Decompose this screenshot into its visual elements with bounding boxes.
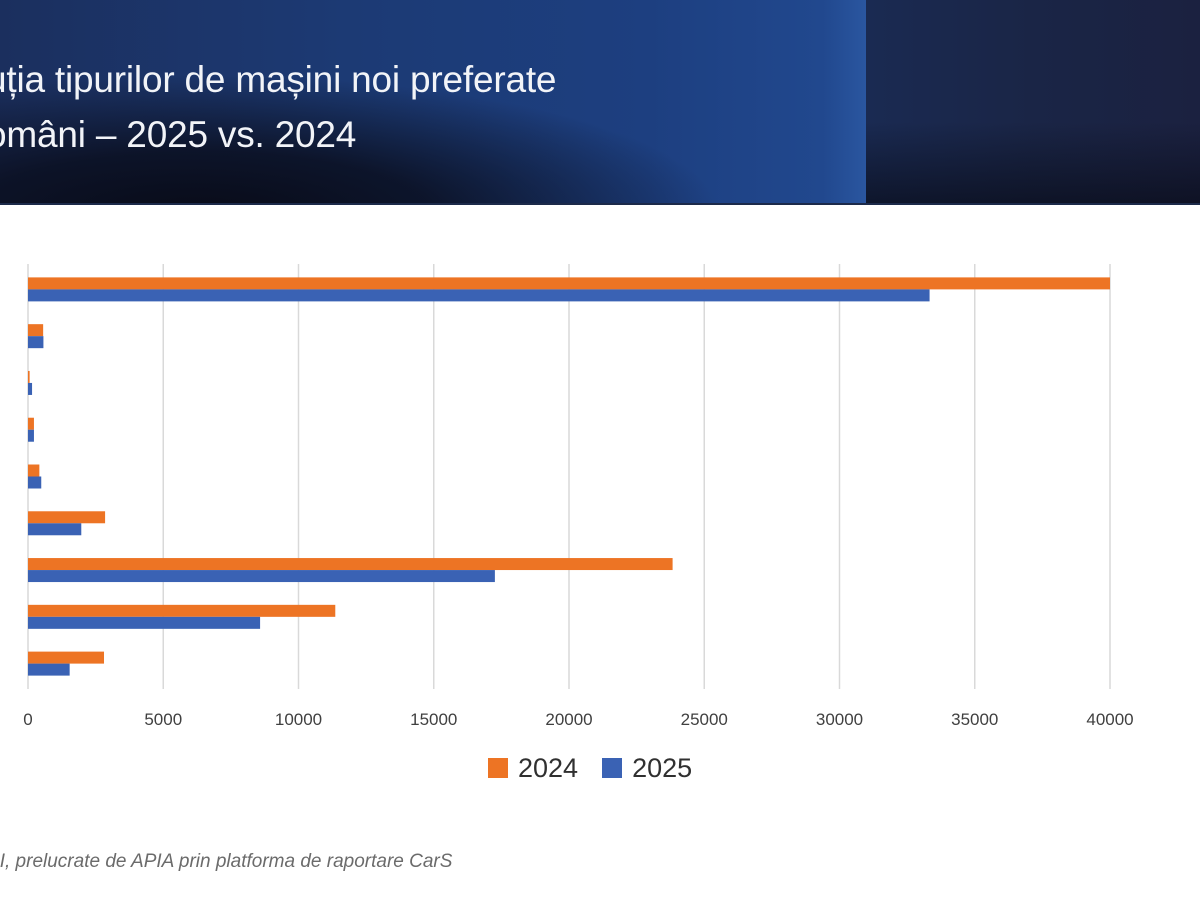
category-group-6: 2024: 28502025: 1970 bbox=[28, 511, 106, 536]
bar-2025-category-8[interactable]: 2025: 8580 bbox=[28, 616, 261, 629]
bar-2025-category-9[interactable]: 2025: 1540 bbox=[28, 663, 70, 676]
category-group-1: 2024: 400002025: 33330 bbox=[28, 277, 1110, 302]
x-tick-label: 25000 bbox=[681, 710, 728, 729]
legend-swatch-2024 bbox=[488, 758, 508, 778]
bar-2024-category-1[interactable]: 2024: 40000 bbox=[28, 277, 1110, 290]
title-line-2: omâni – 2025 vs. 2024 bbox=[0, 114, 357, 155]
bar-2025-category-3[interactable]: 2025: 150 bbox=[28, 382, 33, 395]
category-group-7: 2024: 238302025: 17260 bbox=[28, 558, 673, 583]
category-group-8: 2024: 113602025: 8580 bbox=[28, 604, 336, 629]
category-group-9: 2024: 28102025: 1540 bbox=[28, 651, 105, 676]
bar-2024-category-9[interactable]: 2024: 2810 bbox=[28, 651, 105, 664]
x-tick-label: 35000 bbox=[951, 710, 998, 729]
x-tick-label: 0 bbox=[23, 710, 32, 729]
category-group-2: 2024: 5602025: 570 bbox=[28, 324, 44, 349]
header-banner: uția tipurilor de mașini noi preferate o… bbox=[0, 0, 1200, 205]
header-background-left bbox=[0, 0, 866, 203]
bar-2025-category-6[interactable]: 2025: 1970 bbox=[28, 523, 82, 536]
legend-item-2025[interactable]: 2025 bbox=[602, 753, 692, 784]
x-axis-ticks: 0 5000 10000 15000 20000 25000 30000 35000 40000 bbox=[23, 710, 1133, 729]
title-line-1: uția tipurilor de mașini noi preferate bbox=[0, 59, 557, 100]
bar-2025-category-5[interactable]: 2025: 490 bbox=[28, 476, 42, 489]
header-background-right bbox=[866, 0, 1200, 203]
x-tick-label: 15000 bbox=[410, 710, 457, 729]
category-group-5: 2024: 4202025: 490 bbox=[28, 464, 42, 489]
bar-2024-category-4[interactable]: 2024: 220 bbox=[28, 417, 34, 430]
x-tick-label: 10000 bbox=[275, 710, 322, 729]
legend-swatch-2025 bbox=[602, 758, 623, 778]
legend-item-2024[interactable]: 2024 bbox=[488, 753, 578, 784]
source-note: CI, prelucrate de APIA prin platforma de… bbox=[0, 851, 453, 872]
legend-label-2025: 2025 bbox=[632, 752, 693, 783]
chart-title: uția tipurilor de mașini noi preferate o… bbox=[0, 52, 557, 162]
category-group-3: 2024: 602025: 150 bbox=[28, 370, 33, 395]
x-tick-label: 5000 bbox=[144, 710, 182, 729]
legend-label-2024: 2024 bbox=[518, 752, 579, 783]
x-tick-label: 30000 bbox=[816, 710, 863, 729]
bar-2025-category-1[interactable]: 2025: 33330 bbox=[28, 289, 930, 302]
bar-2024-category-8[interactable]: 2024: 11360 bbox=[28, 604, 336, 617]
bar-2025-category-2[interactable]: 2025: 570 bbox=[28, 336, 44, 349]
x-tick-label: 40000 bbox=[1086, 710, 1133, 729]
bar-2024-category-2[interactable]: 2024: 560 bbox=[28, 324, 44, 337]
category-group-4: 2024: 2202025: 220 bbox=[28, 417, 34, 442]
bar-2024-category-3[interactable]: 2024: 60 bbox=[28, 370, 30, 383]
bar-2024-category-5[interactable]: 2024: 420 bbox=[28, 464, 40, 477]
bar-2024-category-6[interactable]: 2024: 2850 bbox=[28, 511, 106, 524]
chart-legend: 2024 2025 bbox=[488, 750, 692, 786]
bars: 2024: 400002025: 33330 2024: 5602025: 570… bbox=[28, 277, 1110, 676]
bar-2025-category-4[interactable]: 2025: 220 bbox=[28, 429, 34, 442]
x-tick-label: 20000 bbox=[545, 710, 592, 729]
bar-chart: 2024: 400002025: 33330 2024: 5602025: 570… bbox=[23, 264, 1134, 729]
bar-2025-category-7[interactable]: 2025: 17260 bbox=[28, 570, 495, 583]
bar-2024-category-7[interactable]: 2024: 23830 bbox=[28, 558, 673, 571]
